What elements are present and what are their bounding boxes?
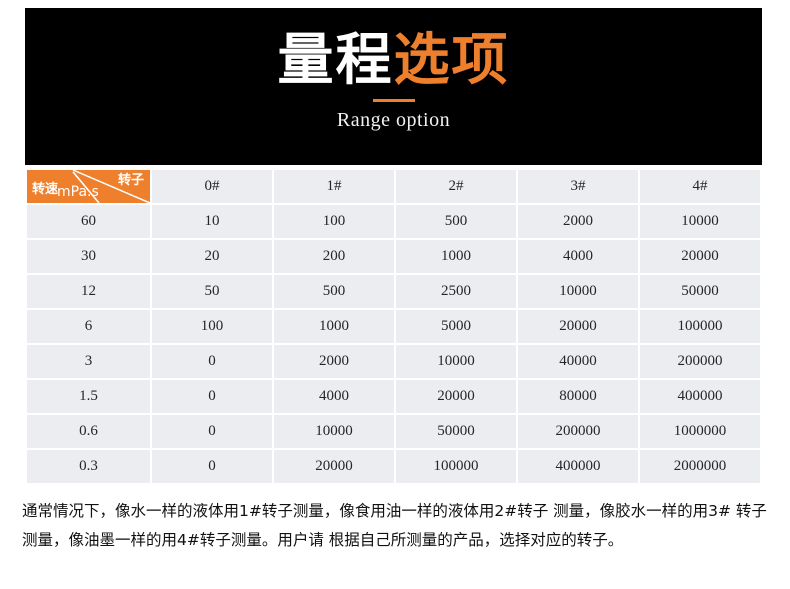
usage-note: 通常情况下，像水一样的液体用1#转子测量，像食用油一样的液体用2#转子 测量，像… [22, 502, 767, 549]
corner-diagonal-lines-icon [72, 170, 150, 203]
column-header-2: 2# [396, 170, 516, 203]
table-row: 60 10 100 500 2000 10000 [27, 205, 760, 238]
cell-4-4: 200000 [640, 345, 760, 378]
cell-5-3: 80000 [518, 380, 638, 413]
table-row: 0.6 0 10000 50000 200000 1000000 [27, 415, 760, 448]
cell-6-3: 200000 [518, 415, 638, 448]
cell-5-0: 0 [152, 380, 272, 413]
table-row: 0.3 0 20000 100000 400000 2000000 [27, 450, 760, 483]
cell-1-1: 200 [274, 240, 394, 273]
cell-7-3: 400000 [518, 450, 638, 483]
row-header-4: 3 [27, 345, 150, 378]
cell-2-2: 2500 [396, 275, 516, 308]
cell-0-0: 10 [152, 205, 272, 238]
cell-0-2: 500 [396, 205, 516, 238]
cell-7-1: 20000 [274, 450, 394, 483]
cell-7-4: 2000000 [640, 450, 760, 483]
cell-3-0: 100 [152, 310, 272, 343]
table-row: 1.5 0 4000 20000 80000 400000 [27, 380, 760, 413]
corner-speed-label: 转速 [32, 182, 59, 197]
cell-0-4: 10000 [640, 205, 760, 238]
cell-1-0: 20 [152, 240, 272, 273]
page-title-accent: 选项 [393, 28, 510, 91]
cell-5-4: 400000 [640, 380, 760, 413]
cell-6-0: 0 [152, 415, 272, 448]
corner-rotor-label: 转子 [117, 173, 144, 188]
row-header-7: 0.3 [27, 450, 150, 483]
cell-0-1: 100 [274, 205, 394, 238]
page-subtitle: Range option [336, 109, 451, 132]
cell-7-2: 100000 [396, 450, 516, 483]
column-header-4: 4# [640, 170, 760, 203]
cell-6-1: 10000 [274, 415, 394, 448]
table-row: 12 50 500 2500 10000 50000 [27, 275, 760, 308]
row-header-3: 6 [27, 310, 150, 343]
row-header-5: 1.5 [27, 380, 150, 413]
cell-1-4: 20000 [640, 240, 760, 273]
row-header-0: 60 [27, 205, 150, 238]
cell-2-3: 10000 [518, 275, 638, 308]
cell-2-1: 500 [274, 275, 394, 308]
table-row: 6 100 1000 5000 20000 100000 [27, 310, 760, 343]
hero-banner: 量程选项 Range option [25, 8, 762, 165]
cell-4-2: 10000 [396, 345, 516, 378]
cell-3-1: 1000 [274, 310, 394, 343]
column-header-3: 3# [518, 170, 638, 203]
row-header-1: 30 [27, 240, 150, 273]
cell-4-3: 40000 [518, 345, 638, 378]
cell-2-4: 50000 [640, 275, 760, 308]
cell-3-2: 5000 [396, 310, 516, 343]
cell-3-3: 20000 [518, 310, 638, 343]
page-title: 量程选项 [277, 28, 510, 91]
cell-1-3: 4000 [518, 240, 638, 273]
cell-6-2: 50000 [396, 415, 516, 448]
cell-5-1: 4000 [274, 380, 394, 413]
table-header-row: 转子 mPa.s 转速 0# 1# 2# 3# 4# [27, 170, 760, 203]
cell-3-4: 100000 [640, 310, 760, 343]
corner-unit-label: mPa.s [57, 184, 99, 200]
cell-5-2: 20000 [396, 380, 516, 413]
table-row: 3 0 2000 10000 40000 200000 [27, 345, 760, 378]
column-header-0: 0# [152, 170, 272, 203]
cell-2-0: 50 [152, 275, 272, 308]
row-header-2: 12 [27, 275, 150, 308]
cell-7-0: 0 [152, 450, 272, 483]
title-divider [372, 99, 415, 103]
row-header-6: 0.6 [27, 415, 150, 448]
cell-4-1: 2000 [274, 345, 394, 378]
corner-header-cell: 转子 mPa.s 转速 [27, 170, 150, 203]
cell-4-0: 0 [152, 345, 272, 378]
cell-6-4: 1000000 [640, 415, 760, 448]
column-header-1: 1# [274, 170, 394, 203]
cell-0-3: 2000 [518, 205, 638, 238]
page-title-primary: 量程 [277, 28, 394, 91]
cell-1-2: 1000 [396, 240, 516, 273]
range-option-table: 转子 mPa.s 转速 0# 1# 2# 3# 4# 60 10 100 500… [25, 168, 762, 485]
table-row: 30 20 200 1000 4000 20000 [27, 240, 760, 273]
